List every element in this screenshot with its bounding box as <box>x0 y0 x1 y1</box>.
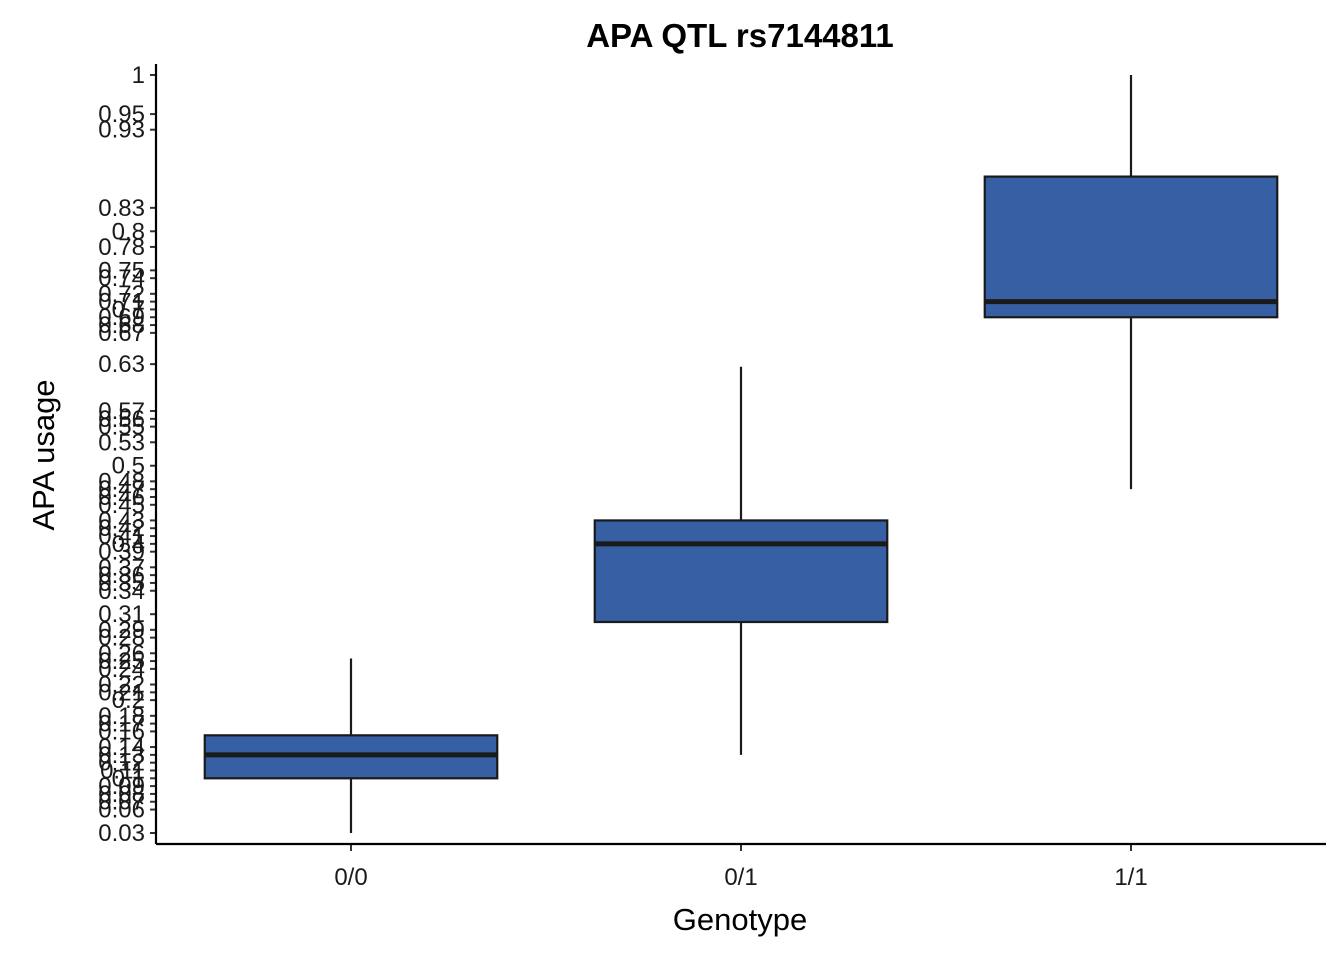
y-tick-label: 0.26 <box>98 640 145 667</box>
y-tick-label: 0.13 <box>98 742 145 769</box>
box-series <box>203 75 1279 833</box>
y-tick-label: 0.17 <box>98 711 145 738</box>
y-tick-label: 0.41 <box>98 523 145 550</box>
y-tick-label: 0.24 <box>98 656 145 683</box>
y-tick-label: 0.42 <box>98 515 145 542</box>
box-0-0 <box>203 658 499 833</box>
y-tick-label: 0.35 <box>98 570 145 597</box>
y-tick-label: 1 <box>132 62 145 89</box>
y-tick-label: 0.2 <box>112 687 145 714</box>
y-axis-title: APA usage <box>26 379 61 530</box>
x-axis-ticks: 0/0 0/1 1/1 <box>334 844 1148 891</box>
y-tick-label: 0.48 <box>98 468 145 495</box>
y-tick-label: 0.14 <box>98 734 145 761</box>
y-tick-label: 0.31 <box>98 601 145 628</box>
y-tick-label: 0.68 <box>98 312 145 339</box>
y-tick-label: 0.39 <box>98 539 145 566</box>
y-tick-label: 0.46 <box>98 484 145 511</box>
chart-title: APA QTL rs7144811 <box>586 17 894 54</box>
x-tick-label: 1/1 <box>1114 864 1147 891</box>
y-tick-label: 0.8 <box>112 218 145 245</box>
x-tick-label: 0/0 <box>334 864 367 891</box>
y-tick-label: 0.75 <box>98 257 145 284</box>
y-tick-label: 0.03 <box>98 820 145 847</box>
y-tick-label: 0.47 <box>98 476 145 503</box>
y-tick-label: 0.11 <box>100 757 145 784</box>
y-tick-label: 0.7 <box>112 296 145 323</box>
y-tick-label: 0.25 <box>98 648 145 675</box>
y-tick-label: 0.71 <box>98 289 145 316</box>
y-tick-label: 0.69 <box>98 304 145 331</box>
y-tick-label: 0.18 <box>98 703 145 730</box>
y-tick-label: 0.83 <box>98 195 145 222</box>
y-tick-label: 0.74 <box>98 265 145 292</box>
y-tick-label: 0.67 <box>98 320 145 347</box>
y-tick-label: 0.4 <box>112 531 145 558</box>
y-tick-label: 0.1 <box>112 765 145 792</box>
y-tick-label: 0.29 <box>98 617 145 644</box>
x-axis-title: Genotype <box>673 902 807 937</box>
y-tick-label: 0.43 <box>98 507 145 534</box>
box-body <box>593 519 889 624</box>
y-tick-label: 0.36 <box>98 562 145 589</box>
y-tick-label: 0.07 <box>98 789 145 816</box>
y-tick-label: 0.45 <box>98 492 145 519</box>
y-tick-label: 0.21 <box>98 679 145 706</box>
y-tick-label: 0.56 <box>98 406 145 433</box>
y-tick-label: 0.09 <box>98 773 145 800</box>
y-tick-label: 0.5 <box>112 453 145 480</box>
y-tick-label: 0.93 <box>98 117 145 144</box>
y-tick-label: 0.78 <box>98 234 145 261</box>
y-tick-label: 0.72 <box>98 281 145 308</box>
y-tick-label: 0.53 <box>98 429 145 456</box>
y-tick-label: 0.37 <box>98 554 145 581</box>
y-tick-label: 0.34 <box>98 578 145 605</box>
y-tick-label: 0.22 <box>98 672 145 699</box>
y-tick-label: 0.12 <box>98 750 145 777</box>
y-tick-label: 0.55 <box>98 414 145 441</box>
box-body <box>983 175 1279 319</box>
y-tick-label: 0.08 <box>98 781 145 808</box>
y-tick-label: 0.95 <box>98 101 145 128</box>
y-axis-ticks: 0.030.060.070.080.090.10.110.120.130.140… <box>98 62 156 847</box>
y-tick-label: 0.63 <box>98 351 145 378</box>
y-tick-label: 0.06 <box>98 797 145 824</box>
box-1-1 <box>983 75 1279 490</box>
box-0-1 <box>593 366 889 755</box>
y-tick-label: 0.16 <box>98 718 145 745</box>
y-tick-label: 0.57 <box>98 398 145 425</box>
y-tick-label: 0.28 <box>98 625 145 652</box>
x-tick-label: 0/1 <box>724 864 757 891</box>
